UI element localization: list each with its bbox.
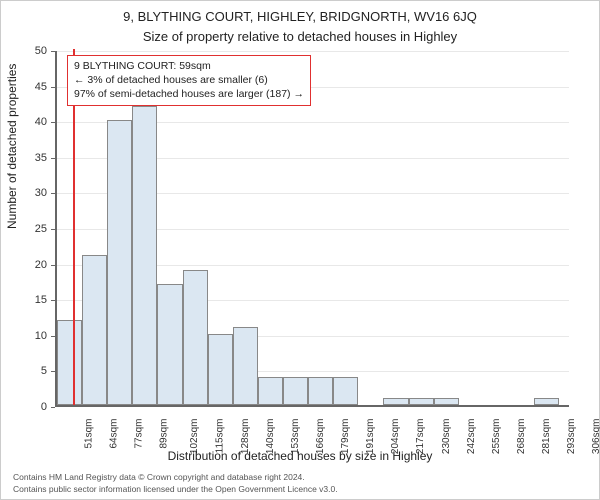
histogram-bar: [132, 106, 157, 405]
annotation-line-3: 97% of semi-detached houses are larger (…: [74, 87, 304, 101]
histogram-bar: [534, 398, 559, 405]
y-tick-mark: [51, 265, 55, 266]
x-tick-label: 64sqm: [109, 419, 120, 449]
histogram-bar: [157, 284, 182, 405]
y-tick-mark: [51, 87, 55, 88]
y-tick-label: 15: [17, 294, 47, 306]
y-tick-label: 10: [17, 330, 47, 342]
annotation-box: 9 BLYTHING COURT: 59sqm ← 3% of detached…: [67, 55, 311, 106]
y-tick-mark: [51, 122, 55, 123]
y-tick-label: 45: [17, 81, 47, 93]
y-tick-label: 40: [17, 116, 47, 128]
histogram-bar: [208, 334, 233, 405]
chart-title-1: 9, BLYTHING COURT, HIGHLEY, BRIDGNORTH, …: [1, 9, 599, 24]
histogram-bar: [308, 377, 333, 405]
y-tick-label: 0: [17, 401, 47, 413]
plot-area: 9 BLYTHING COURT: 59sqm ← 3% of detached…: [55, 51, 569, 407]
y-tick-label: 20: [17, 259, 47, 271]
y-tick-label: 5: [17, 365, 47, 377]
y-tick-mark: [51, 300, 55, 301]
annotation-line-1: 9 BLYTHING COURT: 59sqm: [74, 59, 304, 73]
histogram-bar: [434, 398, 459, 405]
x-tick-label: 77sqm: [134, 419, 145, 449]
y-tick-mark: [51, 229, 55, 230]
footer-line-2: Contains public sector information licen…: [13, 484, 338, 495]
gridline: [57, 51, 569, 52]
histogram-bar: [409, 398, 434, 405]
y-tick-label: 30: [17, 187, 47, 199]
y-tick-mark: [51, 51, 55, 52]
x-axis-label: Distribution of detached houses by size …: [1, 449, 599, 463]
annotation-line-2: ← 3% of detached houses are smaller (6): [74, 73, 304, 87]
chart-container: 9, BLYTHING COURT, HIGHLEY, BRIDGNORTH, …: [0, 0, 600, 500]
histogram-bar: [57, 320, 82, 405]
histogram-bar: [333, 377, 358, 405]
y-tick-label: 25: [17, 223, 47, 235]
y-tick-mark: [51, 193, 55, 194]
y-tick-mark: [51, 158, 55, 159]
histogram-bar: [283, 377, 308, 405]
footer-text: Contains HM Land Registry data © Crown c…: [13, 472, 338, 495]
histogram-bar: [258, 377, 283, 405]
y-tick-mark: [51, 336, 55, 337]
y-tick-label: 50: [17, 45, 47, 57]
histogram-bar: [82, 255, 107, 405]
footer-line-1: Contains HM Land Registry data © Crown c…: [13, 472, 338, 483]
x-tick-label: 89sqm: [159, 419, 170, 449]
chart-title-2: Size of property relative to detached ho…: [1, 29, 599, 44]
histogram-bar: [233, 327, 258, 405]
histogram-bar: [183, 270, 208, 405]
y-tick-mark: [51, 407, 55, 408]
histogram-bar: [107, 120, 132, 405]
histogram-bar: [383, 398, 408, 405]
y-tick-mark: [51, 371, 55, 372]
x-tick-label: 51sqm: [84, 419, 95, 449]
y-tick-label: 35: [17, 152, 47, 164]
